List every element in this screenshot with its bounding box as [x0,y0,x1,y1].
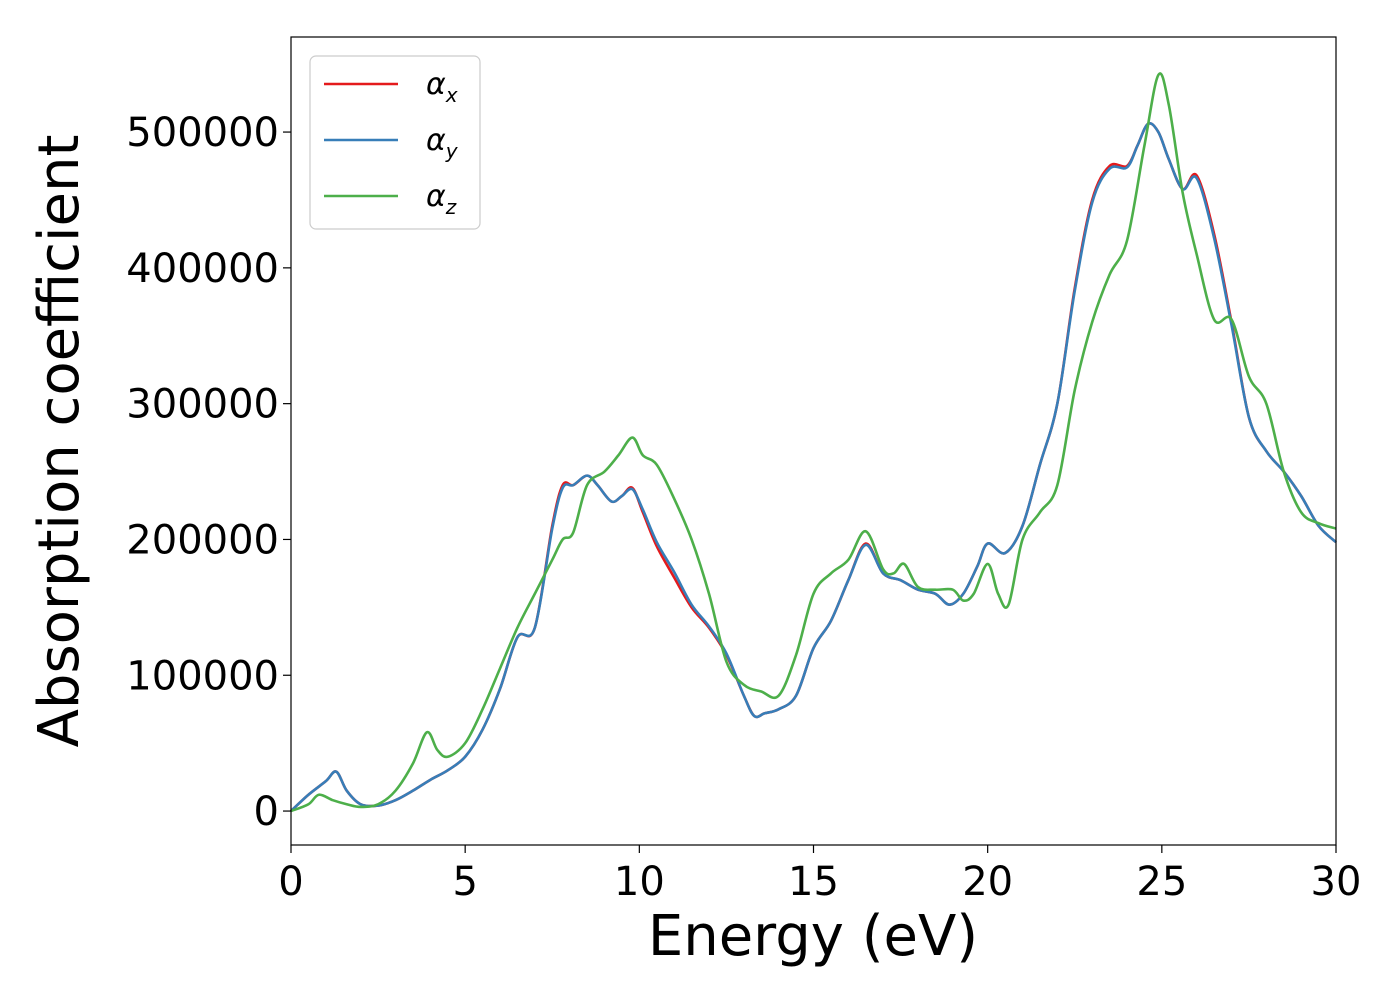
legend-entries: αx αy αz [324,67,459,219]
x-tick-label: 30 [1311,859,1362,905]
x-tick-label: 20 [962,859,1013,905]
y-axis-title: Absorption coefficient [27,135,92,748]
y-tick-label: 400000 [126,246,279,292]
x-tick-label: 0 [278,859,303,905]
x-tick-label: 25 [1136,859,1187,905]
x-tick-label: 10 [614,859,665,905]
legend: αx αy αz [309,55,481,230]
y-tick-label: 0 [254,789,279,835]
legend-box [309,55,481,230]
legend-label-x: αx [426,67,458,107]
x-tick-label: 5 [452,859,477,905]
legend-label-y: αy [426,123,459,163]
x-axis-ticks: 0 5 10 15 20 25 30 [278,845,1361,905]
series-line-y [290,122,1337,812]
x-tick-label: 15 [788,859,839,905]
x-axis-title: Energy (eV) [648,904,978,969]
series-line-z [290,72,1337,813]
y-tick-label: 200000 [126,517,279,563]
y-axis-ticks: 0 100000 200000 300000 400000 500000 [126,110,291,835]
legend-label-z: αz [426,179,457,219]
y-tick-label: 300000 [126,382,279,428]
series-layer [290,72,1337,813]
y-tick-label: 500000 [126,110,279,156]
y-tick-label: 100000 [126,653,279,699]
